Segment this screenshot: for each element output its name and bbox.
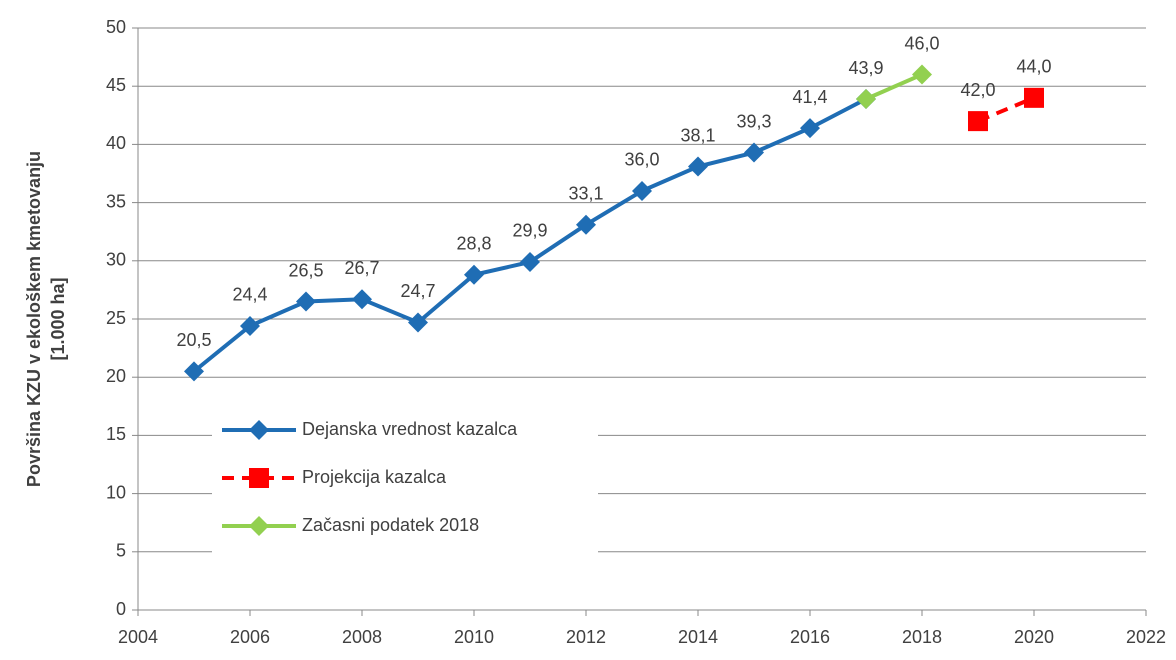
x-tick-label: 2010 (454, 627, 494, 647)
y-tick-label: 15 (106, 424, 126, 444)
x-tick-label: 2012 (566, 627, 606, 647)
marker (968, 111, 988, 132)
data-label: 43,9 (848, 58, 883, 78)
y-axis-label-line: [1.000 ha] (48, 277, 68, 360)
marker (688, 156, 708, 177)
marker (576, 214, 596, 235)
x-tick-label: 2018 (902, 627, 942, 647)
data-label: 39,3 (736, 111, 771, 131)
y-tick-label: 0 (116, 599, 126, 619)
y-tick-label: 30 (106, 250, 126, 270)
y-tick-label: 40 (106, 133, 126, 153)
data-label: 42,0 (960, 80, 995, 100)
legend-label: Začasni podatek 2018 (302, 515, 479, 535)
marker (408, 312, 428, 333)
y-tick-label: 10 (106, 482, 126, 502)
data-label: 24,4 (232, 285, 267, 305)
y-tick-label: 5 (116, 541, 126, 561)
legend-label: Projekcija kazalca (302, 467, 447, 487)
y-axis-label: Površina KZU v ekološkem kmetovanju [1.00… (24, 151, 68, 487)
marker (240, 315, 260, 336)
data-label: 26,7 (344, 258, 379, 278)
legend-label: Dejanska vrednost kazalca (302, 419, 518, 439)
legend (212, 408, 598, 554)
marker (352, 289, 372, 310)
marker (912, 64, 932, 85)
x-tick-label: 2014 (678, 627, 718, 647)
data-label: 46,0 (904, 33, 939, 53)
x-tick-label: 2020 (1014, 627, 1054, 647)
marker (800, 118, 820, 139)
data-label: 38,1 (680, 125, 715, 145)
data-label: 20,5 (176, 330, 211, 350)
y-tick-label: 45 (106, 75, 126, 95)
data-label: 28,8 (456, 234, 491, 254)
x-tick-label: 2016 (790, 627, 830, 647)
data-label: 36,0 (624, 150, 659, 170)
marker (520, 251, 540, 272)
data-label: 33,1 (568, 183, 603, 203)
data-label: 44,0 (1016, 57, 1051, 77)
y-tick-label: 25 (106, 308, 126, 328)
x-tick-label: 2006 (230, 627, 270, 647)
data-label: 24,7 (400, 281, 435, 301)
marker (744, 142, 764, 163)
y-tick-label: 20 (106, 366, 126, 386)
marker (1024, 87, 1044, 108)
marker (249, 468, 269, 488)
marker (464, 264, 484, 285)
marker (632, 180, 652, 201)
y-tick-label: 35 (106, 191, 126, 211)
y-axis-label-line: Površina KZU v ekološkem kmetovanju (24, 151, 44, 487)
data-label: 26,5 (288, 260, 323, 280)
marker (249, 420, 269, 440)
data-label: 29,9 (512, 221, 547, 241)
marker (249, 516, 269, 536)
x-tick-label: 2004 (118, 627, 158, 647)
marker (296, 291, 316, 312)
line (865, 72, 923, 101)
marker (856, 89, 876, 110)
y-tick-label: 50 (106, 17, 126, 37)
x-tick-label: 2022 (1126, 627, 1166, 647)
x-tick-label: 2008 (342, 627, 382, 647)
data-label: 41,4 (792, 87, 827, 107)
marker (184, 361, 204, 382)
